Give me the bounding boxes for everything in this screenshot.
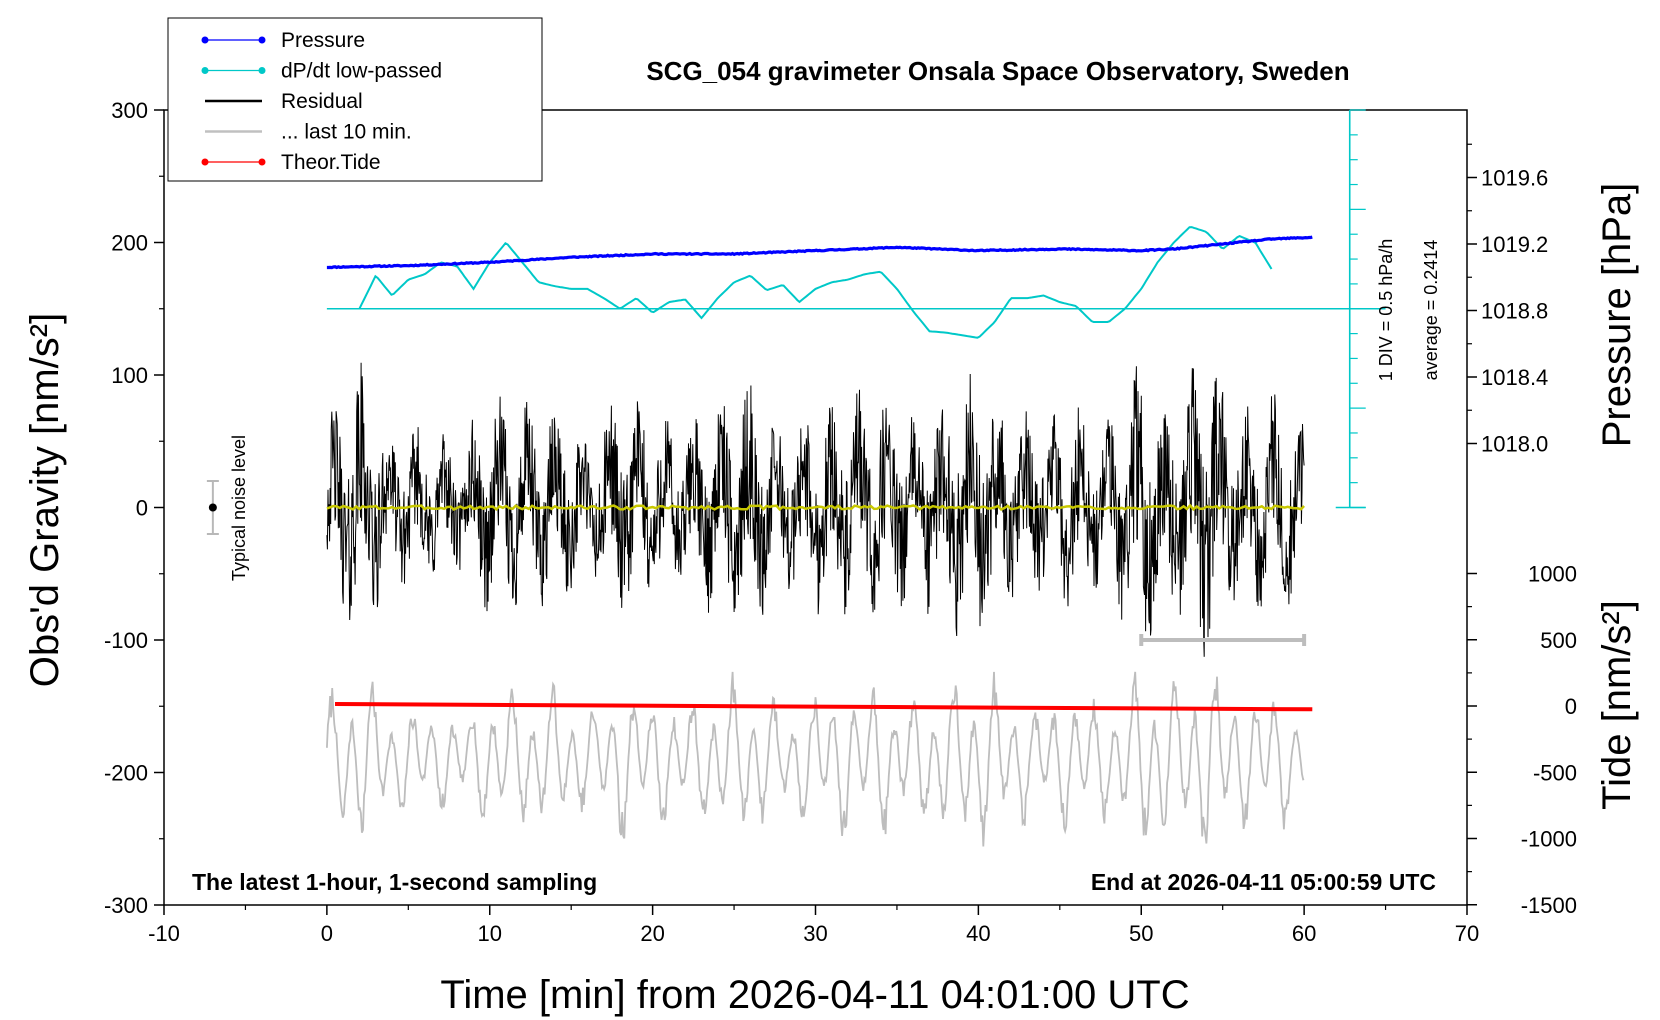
last-10-min-line: [326, 671, 1305, 847]
y-left-tick-label: 200: [111, 231, 148, 256]
x-tick-label: 30: [803, 921, 827, 946]
x-tick-label: 10: [478, 921, 502, 946]
x-axis-ticks: -10 0 10 20 30 40 50 60 70: [148, 905, 1479, 946]
pressure-tick-label: 1018.0: [1481, 432, 1548, 457]
tide-tick-label: 1000: [1528, 562, 1577, 587]
last-10-min-series: [326, 671, 1305, 847]
x-tick-label: 50: [1129, 921, 1153, 946]
y-left-tick-label: -300: [104, 893, 148, 918]
y-left-tick-label: 300: [111, 98, 148, 123]
y-left-tick-label: 0: [136, 496, 148, 521]
legend-entries: Pressure dP/dt low-passed Residual ... last…: [201, 29, 442, 174]
pressure-tick-label: 1019.6: [1481, 166, 1548, 191]
tide-tick-label: -1500: [1521, 893, 1577, 918]
legend-marker: [201, 158, 209, 166]
pressure-axis-ticks: 1019.6 1019.2 1018.8 1018.4 1018.0: [1467, 143, 1548, 457]
pressure-line: [326, 235, 1313, 270]
sampling-note: The latest 1-hour, 1-second sampling: [192, 869, 597, 895]
legend-marker: [201, 67, 209, 74]
tide-axis-ticks: 1000 500 0 -500 -1000 -1500: [1467, 562, 1577, 918]
pressure-tick-label: 1019.2: [1481, 232, 1548, 257]
y-left-tick-label: -100: [104, 628, 148, 653]
noise-level-point: [208, 503, 217, 512]
noise-level-label: Typical noise level: [229, 435, 249, 581]
y-left-axis-title: Obs'd Gravity [nm/s²]: [23, 313, 67, 687]
residual-series: [326, 362, 1305, 657]
x-tick-label: 20: [640, 921, 664, 946]
legend-box: [167, 17, 543, 182]
end-time-note: End at 2026-04-11 05:00:59 UTC: [1091, 869, 1436, 895]
tide-axis-title: Tide [nm/s²]: [1595, 600, 1639, 810]
legend-marker: [258, 158, 266, 166]
x-tick-label: 60: [1292, 921, 1316, 946]
legend-label: ... last 10 min.: [281, 121, 412, 144]
pressure-series: [326, 235, 1313, 270]
tide-tick-label: -1000: [1521, 827, 1577, 852]
x-tick-label: -10: [148, 921, 180, 946]
y-left-tick-label: 100: [111, 363, 148, 388]
legend-marker: [201, 36, 209, 44]
residual-smoothed-line: [326, 503, 1305, 512]
chart-title: SCG_054 gravimeter Onsala Space Observat…: [646, 56, 1349, 86]
y-left-tick-label: -200: [104, 761, 148, 786]
y-left-axis-ticks: 300 200 100 0 -100 -200 -300: [104, 98, 164, 918]
legend-marker: [258, 36, 266, 44]
theor-tide-series: [334, 702, 1313, 712]
chart-annotations: [206, 480, 1307, 646]
dpdt-series: [326, 109, 1386, 509]
legend: Pressure dP/dt low-passed Residual ... last…: [167, 17, 543, 182]
theor-tide-line: [334, 702, 1313, 712]
x-tick-label: 70: [1455, 921, 1479, 946]
legend-label: Theor.Tide: [281, 151, 381, 174]
pressure-tick-label: 1018.8: [1481, 299, 1548, 324]
x-tick-label: 40: [966, 921, 990, 946]
pressure-tick-label: 1018.4: [1481, 365, 1548, 390]
residual-smoothed-series: [326, 503, 1305, 512]
dpdt-line: [358, 226, 1273, 339]
x-axis-title: Time [min] from 2026-04-11 04:01:00 UTC: [440, 973, 1189, 1017]
pressure-axis-title: Pressure [hPa]: [1595, 183, 1639, 448]
tide-tick-label: 0: [1565, 694, 1577, 719]
legend-marker: [258, 67, 266, 74]
residual-line: [326, 362, 1305, 657]
legend-label: dP/dt low-passed: [281, 60, 442, 83]
legend-label: Pressure: [281, 29, 365, 52]
dpdt-scale-label: 1 DIV = 0.5 hPa/h: [1376, 239, 1396, 382]
tide-tick-label: 500: [1540, 628, 1577, 653]
x-tick-label: 0: [321, 921, 333, 946]
tide-tick-label: -500: [1533, 760, 1577, 785]
dpdt-average-label: average = 0.2414: [1421, 240, 1441, 381]
legend-label: Residual: [281, 90, 363, 113]
